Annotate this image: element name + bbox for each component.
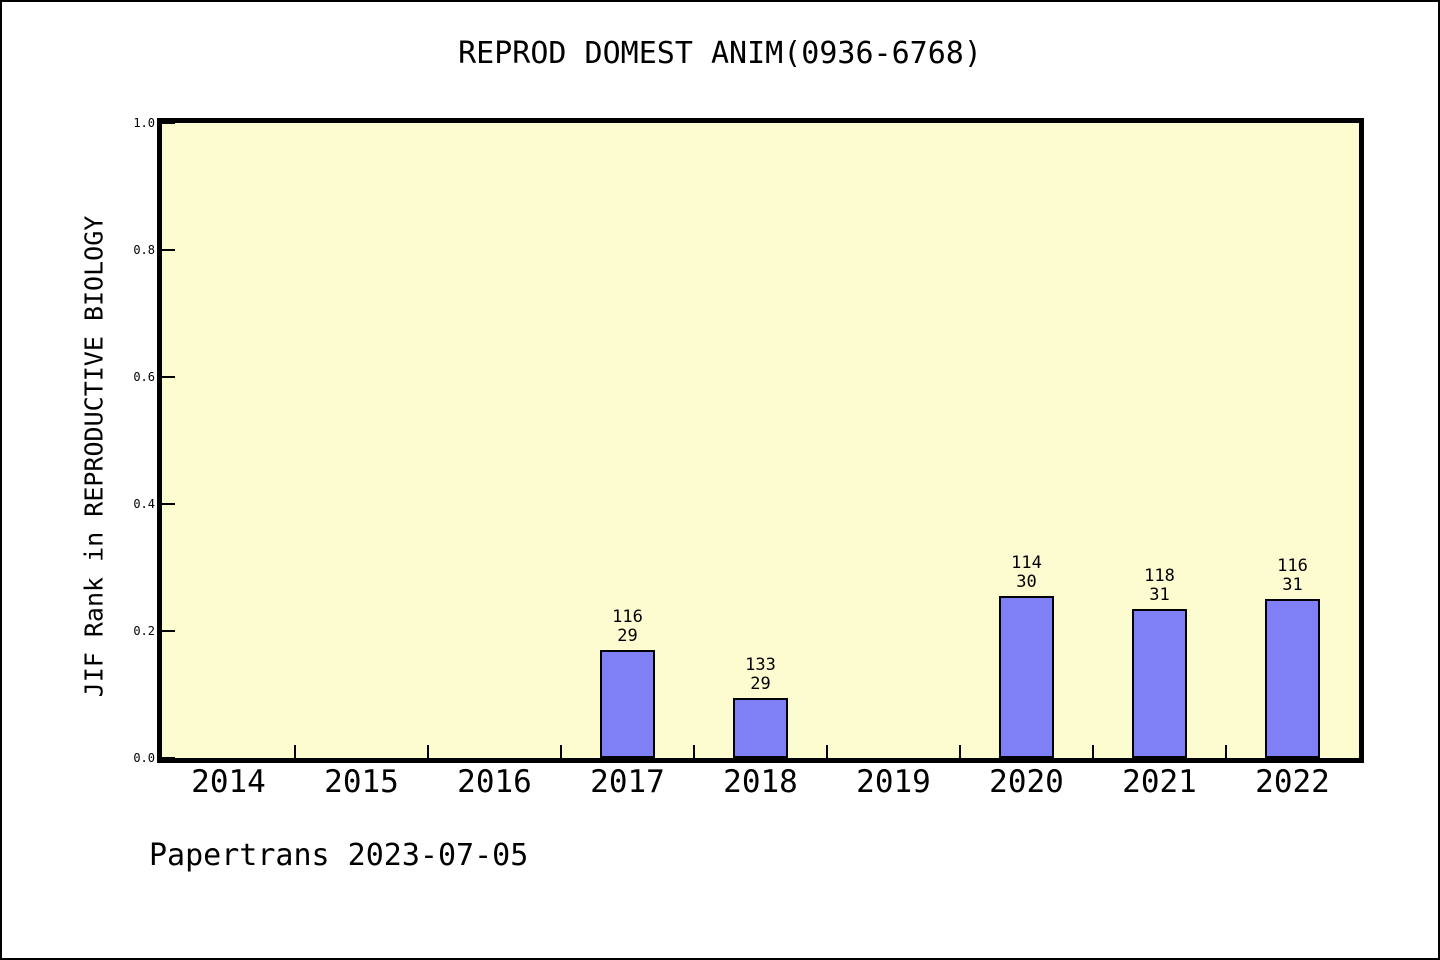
x-tick [959, 745, 961, 758]
x-tick [1092, 745, 1094, 758]
x-tick-label: 2014 [191, 764, 266, 800]
y-tick [162, 376, 175, 378]
y-tick-label: 1.0 [133, 116, 155, 130]
x-tick-label: 2015 [324, 764, 399, 800]
y-tick [162, 503, 175, 505]
bar [999, 596, 1054, 758]
x-tick-label: 2021 [1122, 764, 1197, 800]
y-tick-label: 0.2 [133, 624, 155, 638]
y-tick-label: 0.8 [133, 243, 155, 257]
bar-value-label: 116 31 [1277, 556, 1308, 596]
x-tick [427, 745, 429, 758]
x-tick [826, 745, 828, 758]
x-tick [1225, 745, 1227, 758]
x-tick [560, 745, 562, 758]
bar-value-label: 116 29 [612, 607, 643, 647]
bar [733, 697, 788, 758]
y-tick-label: 0.4 [133, 497, 155, 511]
plot-area: 116 29 133 29 114 30 118 31 116 31 [157, 118, 1364, 763]
x-tick-label: 2020 [989, 764, 1064, 800]
x-tick [693, 745, 695, 758]
x-tick [294, 745, 296, 758]
plot-inner: 116 29 133 29 114 30 118 31 116 31 [162, 122, 1359, 759]
chart-title: REPROD DOMEST ANIM(0936-6768) [458, 36, 982, 71]
bar-value-label: 133 29 [745, 654, 776, 694]
x-tick-label: 2017 [590, 764, 665, 800]
x-tick-label: 2019 [856, 764, 931, 800]
x-tick-label: 2016 [457, 764, 532, 800]
bar [600, 650, 655, 758]
bar-value-label: 114 30 [1011, 553, 1042, 593]
y-tick-label: 0.0 [133, 751, 155, 765]
x-tick-label: 2022 [1255, 764, 1330, 800]
y-tick-label: 0.6 [133, 370, 155, 384]
footer-credit: Papertrans 2023-07-05 [149, 838, 529, 873]
x-tick-label: 2018 [723, 764, 798, 800]
y-tick [162, 630, 175, 632]
y-tick [162, 122, 175, 124]
y-tick [162, 757, 175, 759]
bar [1265, 599, 1320, 758]
bar-value-label: 118 31 [1144, 566, 1175, 606]
bar [1132, 609, 1187, 758]
y-tick [162, 249, 175, 251]
